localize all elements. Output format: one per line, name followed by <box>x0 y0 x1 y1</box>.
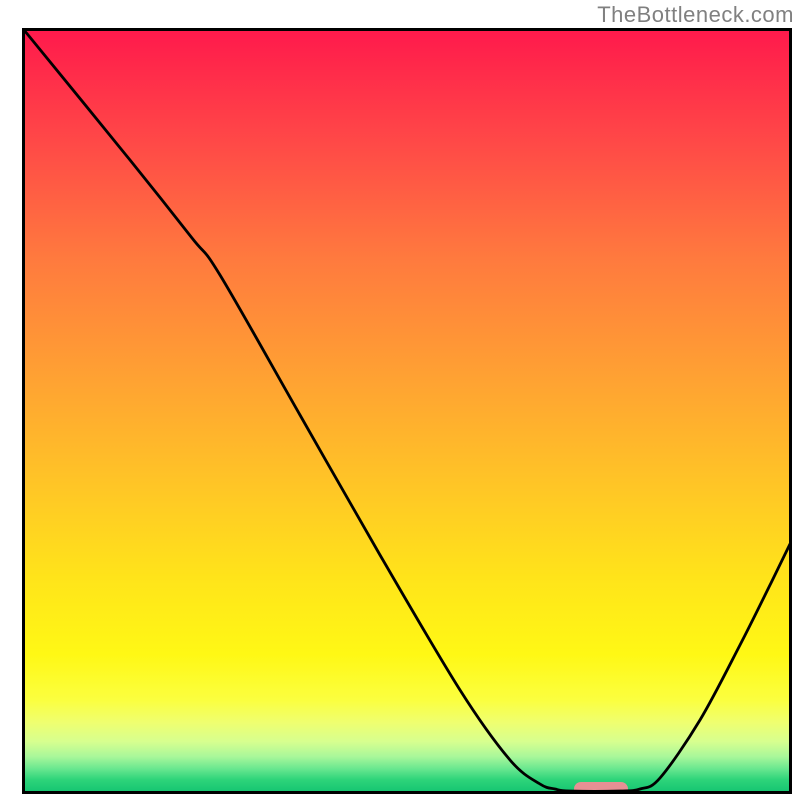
chart-container: TheBottleneck.com <box>0 0 800 800</box>
watermark-text: TheBottleneck.com <box>597 2 794 28</box>
plot-frame <box>22 28 792 794</box>
